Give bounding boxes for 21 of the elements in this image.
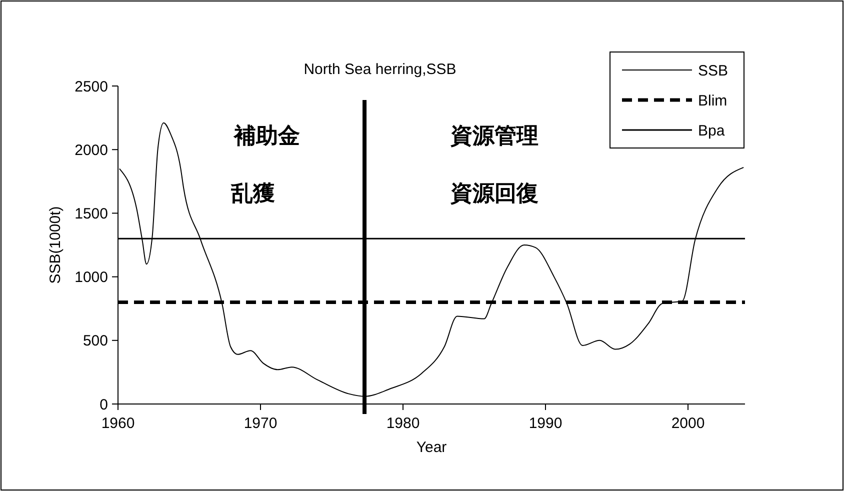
x-tick-label: 1990 [528, 415, 562, 432]
y-tick-label: 1500 [74, 205, 108, 222]
y-tick-label: 2500 [74, 78, 108, 96]
x-axis-title: Year [416, 439, 447, 456]
y-tick-label: 2000 [74, 142, 108, 159]
x-tick-label: 2000 [671, 415, 705, 432]
x-tick-label: 1960 [101, 415, 135, 432]
y-tick-label: 500 [82, 332, 108, 350]
annotation: 資源管理 [449, 124, 538, 150]
legend-label: Bpa [698, 122, 726, 140]
y-tick-label: 1000 [74, 269, 108, 286]
legend-label: Blim [698, 92, 728, 110]
y-axis-title: SSB(1000t) [47, 206, 64, 284]
x-tick-label: 1970 [244, 415, 278, 432]
chart-title: North Sea herring,SSB [304, 61, 456, 78]
annotation: 補助金 [232, 124, 300, 150]
annotation: 乱獲 [230, 181, 275, 206]
legend-label: SSB [698, 62, 728, 80]
y-tick-label: 0 [100, 396, 108, 414]
annotation: 資源回復 [449, 181, 538, 206]
x-tick-label: 1980 [386, 415, 420, 432]
